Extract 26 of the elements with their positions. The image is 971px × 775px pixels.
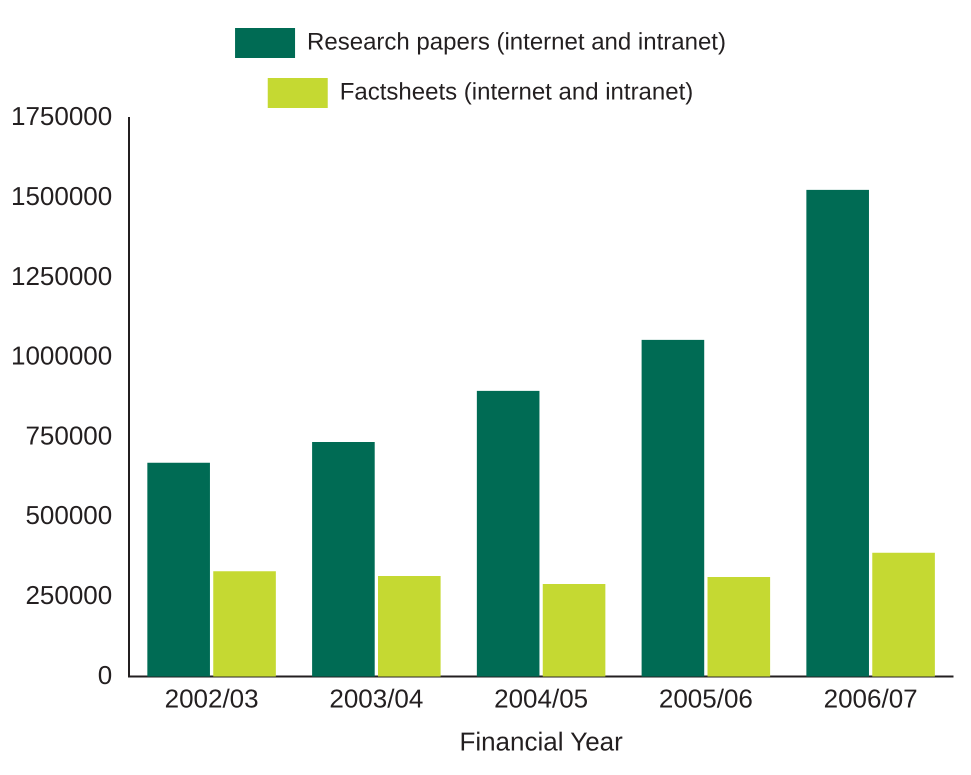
y-tick-label: 1750000	[10, 101, 112, 132]
legend-label: Factsheets (internet and intranet)	[340, 78, 694, 106]
bar	[378, 576, 441, 677]
bar	[708, 577, 770, 677]
x-tick-label: 2005/06	[658, 683, 753, 714]
y-tick-label: 750000	[25, 420, 112, 450]
bar	[642, 340, 704, 677]
y-tick-label: 1000000	[10, 340, 112, 371]
y-tick-label: 0	[98, 660, 112, 690]
y-tick-label: 500000	[25, 500, 112, 530]
bar	[872, 552, 935, 677]
x-axis-title: Financial Year	[459, 726, 624, 757]
x-tick-label: 2004/05	[494, 683, 588, 714]
y-tick-label: 1500000	[10, 180, 112, 211]
bar	[806, 190, 869, 677]
bar	[476, 390, 540, 677]
bar	[312, 442, 375, 677]
x-tick-label: 2002/03	[164, 683, 259, 714]
bar	[542, 584, 606, 677]
bar	[147, 462, 210, 677]
y-tick-label: 250000	[25, 580, 112, 610]
x-tick-label: 2003/04	[329, 683, 424, 714]
x-tick-label: 2006/07	[824, 683, 918, 714]
bar	[213, 571, 276, 677]
legend-label: Research papers (internet and intranet)	[307, 28, 726, 56]
y-tick-label: 1250000	[10, 260, 112, 291]
